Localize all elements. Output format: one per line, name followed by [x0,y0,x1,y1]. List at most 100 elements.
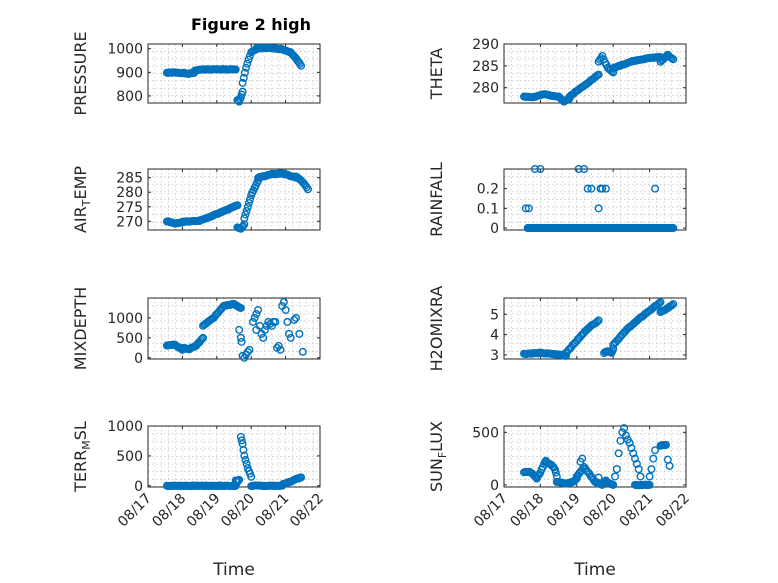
data-point [669,300,678,309]
data-point [297,473,306,482]
y-tick-label: 280 [472,81,499,97]
data-point [242,459,251,468]
data-point [238,87,247,96]
y-tick-label: 4 [490,328,499,344]
data-point [578,454,587,463]
data-point [521,204,530,213]
data-point [241,455,250,464]
x-tick-label: 08/19 [544,491,584,531]
data-point [247,472,256,481]
panel-rainfall: 0 0.1 0.2 RAINFALL [427,162,687,237]
y-tick-label: 0.2 [477,182,499,198]
data-point [616,436,625,445]
y-axis-label: H2OMIXRA [427,286,446,372]
data-point [236,303,245,312]
data-point [583,184,592,193]
data-point [286,333,295,342]
axes-box [147,168,321,231]
data-point [614,449,623,458]
data-point [636,472,645,481]
data-point [243,59,252,68]
data-point [295,329,304,338]
data-point [621,431,630,440]
data-point [242,63,251,72]
x-tick-label: 08/22 [653,491,693,531]
data-point [536,164,545,173]
y-axis-label: TERRMSL [71,421,93,493]
x-tick-label: 08/20 [218,491,258,531]
data-point [649,454,658,463]
data-point [627,444,636,453]
data-point [271,317,280,326]
data-point [279,297,288,306]
x-tick-label: 08/18 [149,491,189,531]
y-tick-label: 290 [472,37,499,53]
y-axis-label: THETA [427,48,446,100]
data-point [609,344,618,353]
y-tick-label: 285 [116,171,143,187]
y-tick-label: 900 [116,65,143,81]
data-point [625,438,634,447]
data-point [587,184,596,193]
data-point [235,475,244,484]
data-point [285,329,294,338]
y-tick-label: 0 [134,479,143,495]
data-point [291,313,300,322]
data-point [601,184,610,193]
y-tick-label: 500 [472,425,499,441]
x-tick-label: 08/21 [617,491,657,531]
data-point [238,351,247,360]
data-point [655,299,664,308]
data-point [236,333,245,342]
data-point [594,316,603,325]
y-tick-label: 285 [472,59,499,75]
data-point [274,341,283,350]
x-axis-label: Time [573,560,616,580]
data-point [243,347,252,356]
data-point [524,204,533,213]
data-point [236,432,245,441]
data-point [612,465,621,474]
y-axis-label: SUNFLUX [427,421,449,492]
axes-box [147,43,321,104]
data-point [233,201,242,210]
panel-mixdepth: 0 500 1000 MIXDEPTH [71,287,321,370]
data-point [240,451,249,460]
x-tick-label: 08/17 [115,491,155,531]
panel-theta: 280 285 290 THETA [427,37,687,106]
x-tick-label: 08/19 [184,491,224,531]
data-point [596,184,605,193]
data-point [611,472,620,481]
data-point [244,55,253,64]
data-point [290,315,299,324]
data-point [669,224,678,233]
y-tick-label: 1000 [107,419,143,435]
y-tick-label: 280 [116,185,143,201]
data-point [239,445,248,454]
data-point [574,164,583,173]
data-point [242,206,251,215]
y-tick-label: 0.1 [477,201,499,217]
axes-box [147,297,321,360]
y-tick-label: 275 [116,200,143,216]
data-point [260,325,269,334]
data-point [250,313,259,322]
x-axis-label: Time [212,560,255,580]
data-point [620,424,629,433]
data-point [667,301,676,310]
data-point [245,345,254,354]
data-point [234,476,243,485]
y-tick-label: 500 [116,331,143,347]
data-point [244,198,253,207]
data-point [634,465,643,474]
data-point [629,449,638,458]
data-point [632,459,641,468]
axes-box [503,43,687,104]
data-point [298,347,307,356]
data-point [231,65,240,74]
data-point [240,214,249,223]
data-point [530,164,539,173]
